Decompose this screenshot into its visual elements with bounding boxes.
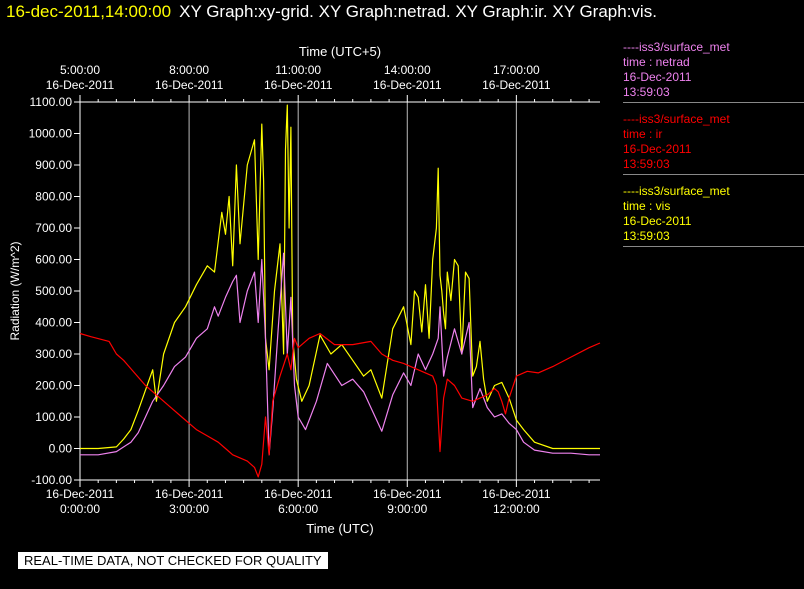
legend-divider [623,102,804,103]
y-tick-label: 1100.00 [30,95,73,109]
x-tick-label-time: 9:00:00 [387,502,427,516]
top-tick-label-time: 11:00:00 [275,63,321,77]
series-line-netrad [80,252,600,456]
top-tick-label-date: 16-Dec-2011 [482,78,551,92]
y-tick-label: 500.00 [35,284,72,298]
legend-series: time : ir [623,127,663,141]
legend-source: ----iss3/surface_met [623,40,730,54]
y-tick-label: -100.00 [31,473,72,487]
x-tick-label-time: 6:00:00 [278,502,318,516]
top-tick-label-date: 16-Dec-2011 [373,78,442,92]
top-tick-label-time: 5:00:00 [60,63,100,77]
legend-date: 16-Dec-2011 [623,142,692,156]
header-graph-titles: XY Graph:xy-grid. XY Graph:netrad. XY Gr… [179,2,657,21]
series-line-ir [79,332,601,478]
y-tick-label: 200.00 [35,379,72,393]
y-tick-label: 700.00 [35,221,72,235]
x-tick-label-date: 16-Dec-2011 [155,487,224,501]
x-axis-label: Time (UTC) [306,521,373,536]
legend-series: time : netrad [623,55,690,69]
y-axis-label: Radiation (W/m^2) [8,242,22,341]
legend-entry-2: ----iss3/surface_met time : ir 16-Dec-2011… [623,112,804,175]
y-tick-label: 900.00 [35,158,72,172]
header-timestamp: 16-dec-2011,14:00:00 [6,2,172,21]
legend-time: 13:59:03 [623,229,670,243]
legend-series: time : vis [623,199,671,213]
y-tick-label: 0.00 [49,442,73,456]
quality-banner: REAL-TIME DATA, NOT CHECKED FOR QUALITY [18,552,328,569]
y-tick-label: 600.00 [35,253,72,267]
top-tick-label-date: 16-Dec-2011 [46,78,115,92]
top-tick-label-time: 17:00:00 [493,63,540,77]
x-tick-label-date: 16-Dec-2011 [46,487,115,501]
legend-source: ----iss3/surface_met [623,184,730,198]
top-tick-label-date: 16-Dec-2011 [155,78,224,92]
x-tick-label-date: 16-Dec-2011 [373,487,442,501]
legend-divider [623,174,804,175]
y-tick-label: 800.00 [35,190,72,204]
top-tick-label-date: 16-Dec-2011 [264,78,333,92]
y-tick-label: 1000.00 [29,127,73,141]
legend-date: 16-Dec-2011 [623,214,692,228]
y-tick-label: 400.00 [35,316,72,330]
x-tick-label-date: 16-Dec-2011 [264,487,333,501]
series-line-vis [80,104,600,450]
legend-entry-1: ----iss3/surface_met time : netrad 16-Dec-… [623,40,804,103]
legend-divider [623,246,804,247]
x-tick-label-time: 3:00:00 [169,502,209,516]
x-tick-label-time: 12:00:00 [493,502,540,516]
x-axis-label-top: Time (UTC+5) [299,44,381,59]
legend-date: 16-Dec-2011 [623,70,692,84]
x-tick-label-time: 0:00:00 [60,502,100,516]
legend-time: 13:59:03 [623,157,670,171]
y-tick-label: 100.00 [35,410,72,424]
legend-entry-3: ----iss3/surface_met time : vis 16-Dec-201… [623,184,804,247]
header: 16-dec-2011,14:00:00 XY Graph:xy-grid. XY… [6,2,657,22]
top-tick-label-time: 8:00:00 [169,63,209,77]
top-tick-label-time: 14:00:00 [384,63,431,77]
y-tick-label: 300.00 [35,347,72,361]
x-tick-label-date: 16-Dec-2011 [482,487,551,501]
legend-source: ----iss3/surface_met [623,112,730,126]
legend-time: 13:59:03 [623,85,670,99]
